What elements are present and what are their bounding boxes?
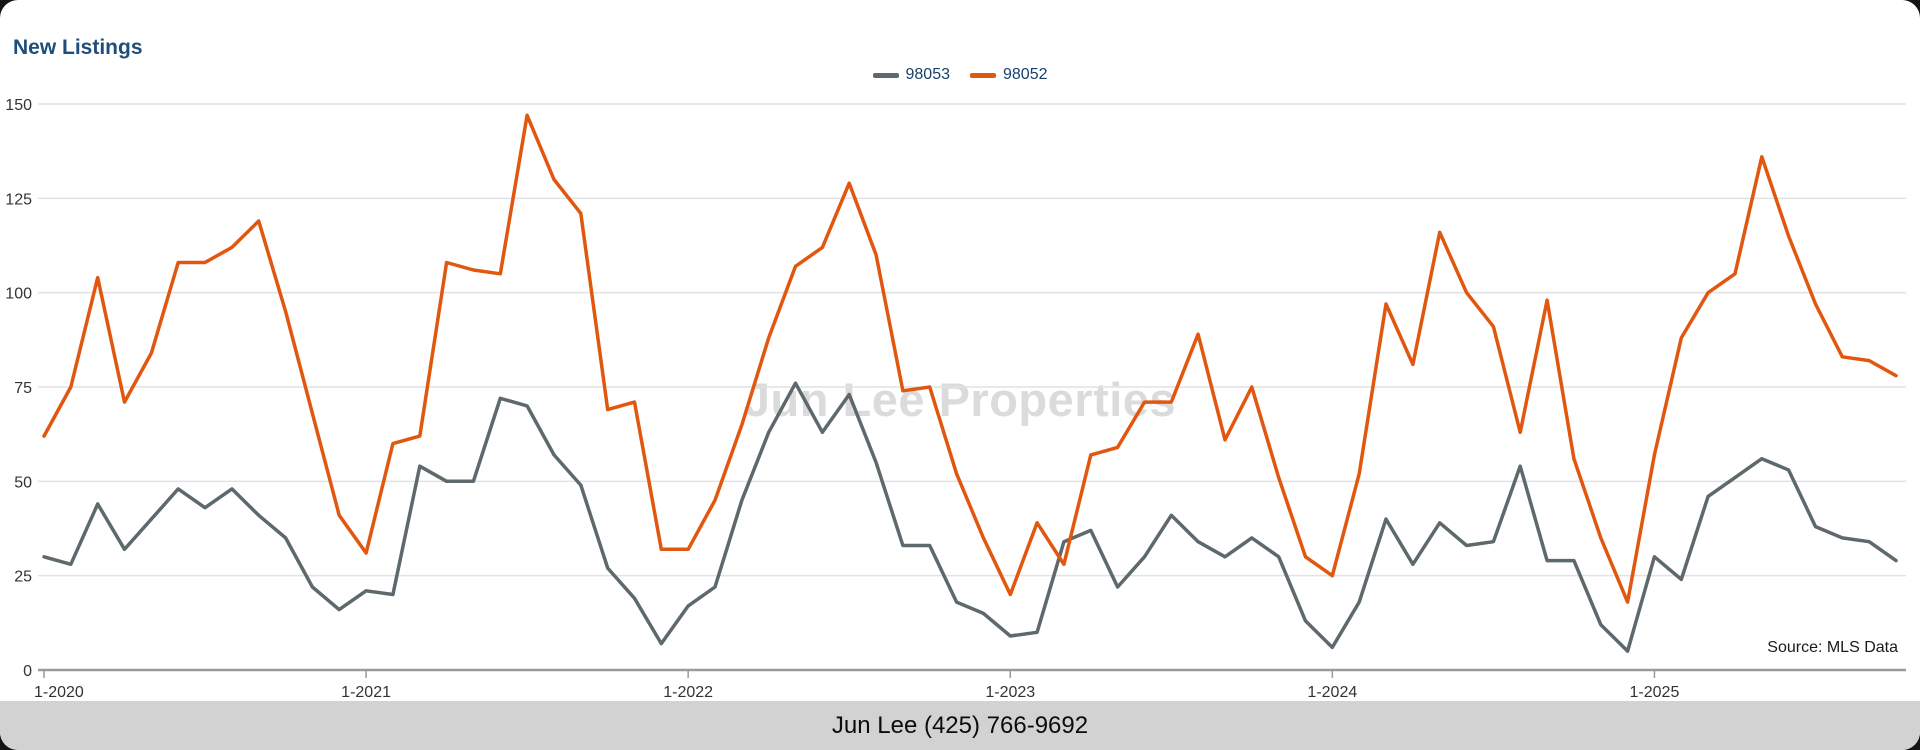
source-label: Source: MLS Data <box>1767 639 1898 656</box>
y-axis-label: 100 <box>5 286 32 303</box>
y-axis-label: 75 <box>14 380 32 397</box>
legend: 98053 98052 <box>0 66 1920 84</box>
footer-bar: Jun Lee (425) 766-9692 <box>0 701 1920 750</box>
series-line-98053[interactable] <box>42 381 1898 653</box>
x-axis-label: 1-2024 <box>1307 684 1357 701</box>
y-axis-label: 150 <box>5 97 32 114</box>
legend-label-98053: 98053 <box>905 66 951 83</box>
footer-contact-text: Jun Lee (425) 766-9692 <box>831 711 1089 739</box>
x-axis-label: 1-2021 <box>341 684 391 701</box>
chart-title: New Listings <box>13 36 143 59</box>
legend-item-98053[interactable]: 98053 <box>872 66 951 84</box>
legend-item-98052[interactable]: 98052 <box>970 66 1048 84</box>
x-axis-label: 1-2023 <box>985 684 1035 701</box>
y-axis-label: 25 <box>14 569 32 586</box>
series-line-98052[interactable] <box>42 113 1898 604</box>
y-axis-label: 50 <box>14 474 32 491</box>
y-axis-label: 125 <box>5 191 32 208</box>
legend-swatch-98052 <box>970 72 996 78</box>
y-axis-label: 0 <box>23 663 32 680</box>
legend-swatch-98053 <box>872 72 899 78</box>
x-axis-label: 1-2022 <box>663 684 713 701</box>
x-axis-label: 1-2025 <box>1630 684 1680 701</box>
x-axis-label: 1-2020 <box>34 684 84 701</box>
legend-label-98052: 98052 <box>1003 66 1048 83</box>
